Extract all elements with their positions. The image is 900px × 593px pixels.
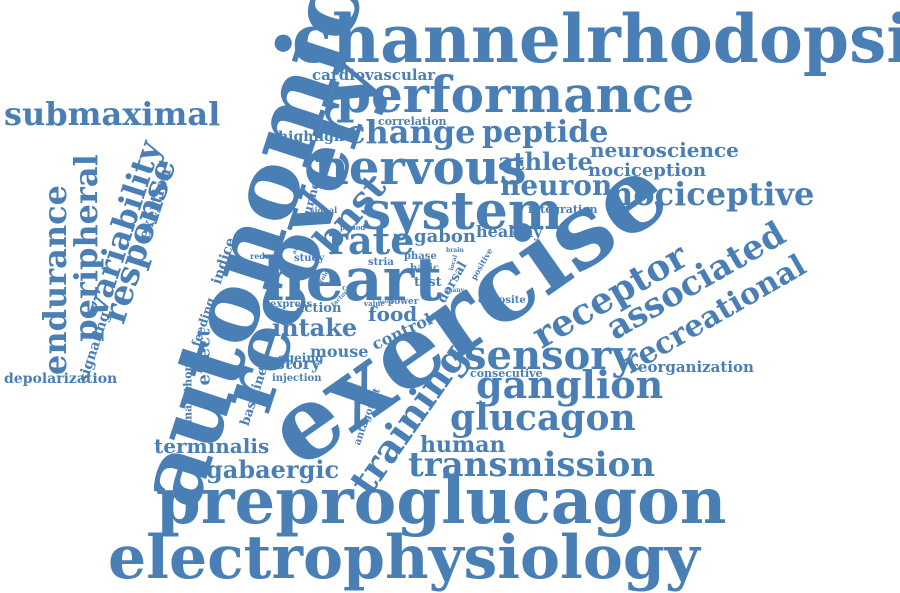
word-rate: rate xyxy=(328,218,415,263)
word-change: change xyxy=(346,113,476,151)
word-phase: phase xyxy=(404,251,437,262)
word-food: food xyxy=(368,302,418,326)
word-system: system xyxy=(362,181,563,242)
word-period: period xyxy=(340,223,366,232)
word-transmission: transmission xyxy=(408,445,655,485)
word-electrophysiology: electrophysiology xyxy=(108,523,700,593)
word-reduce: reduce xyxy=(250,251,281,261)
word-healthy: healthy xyxy=(476,222,543,241)
word-neuron: neuron xyxy=(500,169,613,202)
word-signal: signal xyxy=(310,205,338,215)
word-submaximal: submaximal xyxy=(4,95,221,133)
word-cell: cell xyxy=(342,283,357,292)
word-point: point xyxy=(378,299,393,305)
word-preproglucagon: preproglucagon xyxy=(156,464,727,539)
word-gabon: gabon xyxy=(414,226,476,247)
word-human: human xyxy=(420,432,506,458)
word-peptide: peptide xyxy=(482,115,609,150)
word-stria: stria xyxy=(368,257,394,268)
word-highlight: highlight xyxy=(278,129,351,145)
word-channelrhodopsin: channelrhodopsin xyxy=(292,0,900,78)
word-depolarization: depolarization xyxy=(4,371,118,387)
word-neuroscience: neuroscience xyxy=(590,138,739,162)
word-correlation: correlation xyxy=(378,115,447,128)
word-consecutive: consecutive xyxy=(470,367,543,380)
word-intake: intake xyxy=(272,313,358,342)
word-power: power xyxy=(388,297,419,307)
word-integration: integration xyxy=(528,203,598,216)
word-action: action xyxy=(296,301,342,316)
word-injection: injection xyxy=(272,373,322,384)
word-performance: performance xyxy=(336,65,695,124)
word-gabaergic: gabaergic xyxy=(206,455,340,484)
word-reorganization: reorganization xyxy=(630,358,754,376)
word-nervous: nervous xyxy=(314,140,527,196)
word-heart: heart xyxy=(262,245,442,315)
word-nociceptive: nociceptive xyxy=(610,175,815,213)
word-express: express xyxy=(270,299,313,310)
word-marathon: marathon xyxy=(181,363,195,424)
word-study: study xyxy=(294,253,325,264)
word-many: many xyxy=(446,287,465,294)
word-value: value xyxy=(364,299,385,308)
word-terminalis: terminalis xyxy=(154,434,270,458)
word-opposite: opposite xyxy=(478,295,526,306)
word-nociception: nociception xyxy=(588,160,707,181)
word-history: history xyxy=(258,354,321,373)
word-endurance: endurance xyxy=(35,185,74,375)
word-basic: basic xyxy=(410,263,439,274)
word-ganglion: ganglion xyxy=(476,362,664,407)
word-sensory: sensory xyxy=(464,332,635,379)
word-test: test xyxy=(414,275,442,290)
word-ageing: ageing xyxy=(278,351,324,365)
word-effect: mouse xyxy=(310,342,369,361)
word-brain: brain xyxy=(446,247,464,254)
word-glucagon: glucagon xyxy=(450,397,636,439)
word-athlete: athlete xyxy=(498,147,593,176)
word-cardiovascular: cardiovascular xyxy=(312,66,436,84)
